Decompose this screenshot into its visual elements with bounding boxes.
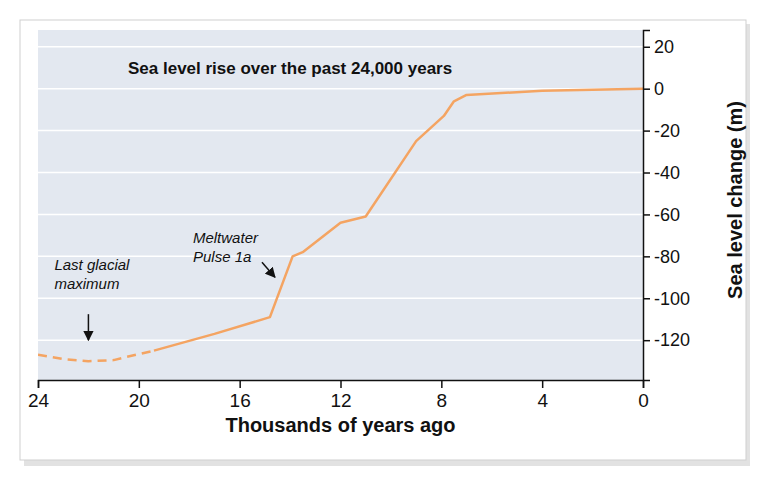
x-tick-label: 24 <box>28 390 50 411</box>
annotation-text: Pulse 1a <box>193 248 251 265</box>
y-tick-mark <box>643 340 650 342</box>
x-tick-label: 16 <box>230 390 251 411</box>
y-tick-mark <box>643 130 650 132</box>
x-tick: 24 <box>28 380 50 411</box>
grid-line <box>38 130 643 132</box>
y-tick-label: -80 <box>654 247 680 267</box>
grid-line <box>38 172 643 174</box>
y-tick-label: -20 <box>654 121 680 141</box>
x-tick: 4 <box>537 380 548 411</box>
y-tick-mark <box>643 214 650 216</box>
y-tick: 20 <box>643 37 674 57</box>
annotation-text: Meltwater <box>193 229 259 246</box>
grid-line <box>38 88 643 90</box>
x-tick-mark <box>239 380 241 388</box>
y-axis: 20 0 -20 -40 -60 -80 -100 -120 <box>643 31 690 381</box>
y-axis-title: Sea level change (m) <box>724 101 746 299</box>
x-tick-mark <box>38 380 40 388</box>
x-tick: 12 <box>330 380 351 411</box>
x-tick-label: 8 <box>437 390 448 411</box>
y-tick: -40 <box>643 163 680 183</box>
y-tick-label: -40 <box>654 163 680 183</box>
x-axis-title: Thousands of years ago <box>225 414 455 436</box>
y-tick: -100 <box>643 289 690 309</box>
x-tick-label: 20 <box>129 390 150 411</box>
grid-line <box>38 298 643 300</box>
y-tick: -20 <box>643 121 680 141</box>
y-tick-mark <box>643 47 650 49</box>
y-tick-label: 0 <box>654 79 664 99</box>
x-tick-mark <box>542 380 544 388</box>
data-line <box>154 89 643 351</box>
annotation-text: Last glacial <box>54 256 130 273</box>
x-tick-mark <box>441 380 443 388</box>
annotation-arrow <box>262 262 275 277</box>
grid-line <box>38 46 643 48</box>
x-tick-label: 12 <box>330 390 351 411</box>
x-tick: 20 <box>129 380 150 411</box>
y-tick-mark <box>643 256 650 258</box>
x-tick: 8 <box>437 380 448 411</box>
x-axis-line <box>39 381 644 389</box>
chart: 24201612840200-20-40-60-80-100-120Sea le… <box>0 0 770 484</box>
y-tick: -120 <box>643 330 690 350</box>
y-tick: -60 <box>643 205 680 225</box>
x-tick: 0 <box>638 380 649 411</box>
y-tick-label: -120 <box>654 330 690 350</box>
plot-area <box>38 89 643 361</box>
x-tick: 16 <box>230 380 251 411</box>
chart-title: Sea level rise over the past 24,000 year… <box>128 59 452 78</box>
y-tick: 0 <box>643 79 664 99</box>
x-tick-mark <box>340 380 342 388</box>
grid-line <box>38 214 643 216</box>
data-line <box>38 351 154 361</box>
y-tick-label: -60 <box>654 205 680 225</box>
plot-background <box>38 30 643 380</box>
x-tick-mark <box>139 380 141 388</box>
x-tick-label: 4 <box>537 390 548 411</box>
y-tick-mark <box>643 172 650 174</box>
x-axis: 24 20 16 12 8 4 0 <box>28 380 649 411</box>
annotation-arrow <box>88 314 90 340</box>
card <box>20 20 746 460</box>
y-tick-label: -100 <box>654 289 690 309</box>
grid-line <box>38 339 643 341</box>
y-axis-line <box>644 31 651 381</box>
y-tick-label: 20 <box>654 37 674 57</box>
annotation-text: maximum <box>54 275 119 292</box>
annotations: Last glacial maximum Meltwater Pulse 1a <box>54 229 275 340</box>
x-tick-label: 0 <box>638 390 649 411</box>
y-tick: -80 <box>643 247 680 267</box>
y-tick-mark <box>643 298 650 300</box>
y-tick-mark <box>643 88 650 90</box>
